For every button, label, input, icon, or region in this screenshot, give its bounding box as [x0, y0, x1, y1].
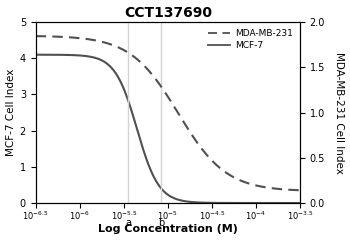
- Text: b: b: [158, 218, 164, 228]
- Title: CCT137690: CCT137690: [124, 6, 212, 19]
- Text: a: a: [125, 218, 131, 228]
- Legend: MDA-MB-231, MCF-7: MDA-MB-231, MCF-7: [205, 27, 295, 53]
- X-axis label: Log Concentration (M): Log Concentration (M): [98, 224, 238, 234]
- Y-axis label: MDA-MB-231 Cell Index: MDA-MB-231 Cell Index: [335, 52, 344, 174]
- Y-axis label: MCF-7 Cell Index: MCF-7 Cell Index: [6, 69, 15, 156]
